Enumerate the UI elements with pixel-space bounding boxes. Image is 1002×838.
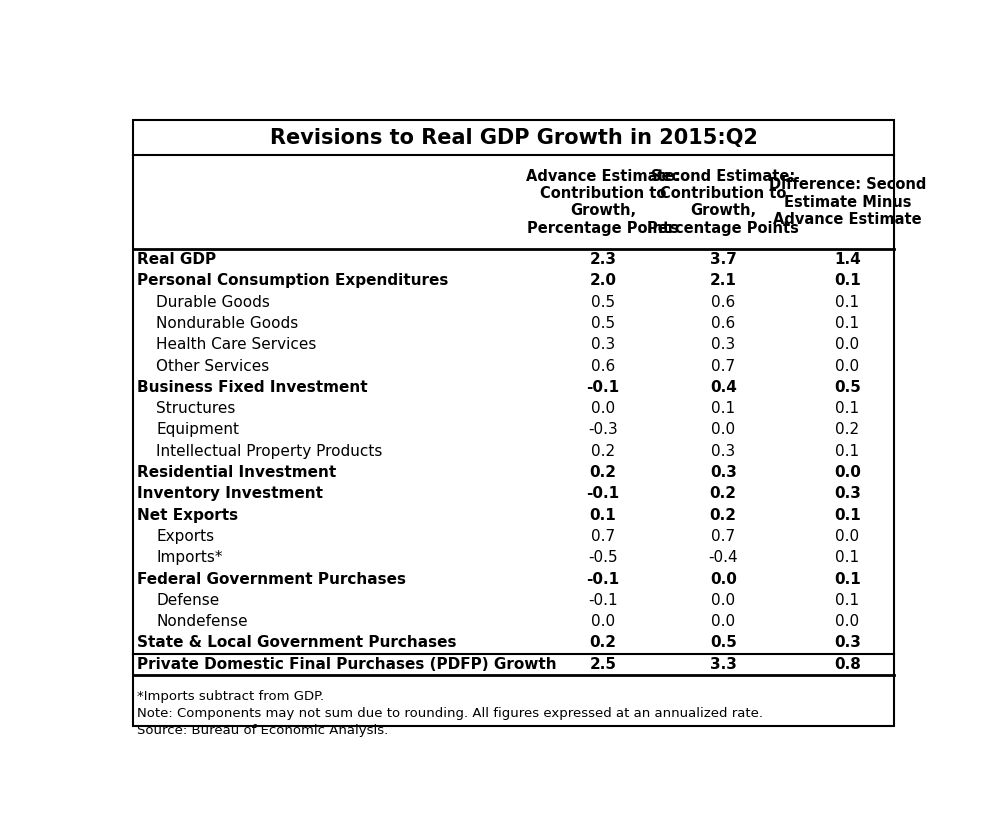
Text: Intellectual Property Products: Intellectual Property Products xyxy=(156,444,383,458)
Text: 0.0: 0.0 xyxy=(709,572,736,587)
Text: 0.0: 0.0 xyxy=(591,401,615,416)
Text: 0.1: 0.1 xyxy=(834,572,861,587)
Text: 0.2: 0.2 xyxy=(709,508,736,523)
Text: 0.1: 0.1 xyxy=(834,273,861,288)
Text: -0.1: -0.1 xyxy=(586,572,619,587)
Text: 0.2: 0.2 xyxy=(709,486,736,501)
Text: 0.8: 0.8 xyxy=(834,657,861,672)
Text: Defense: Defense xyxy=(156,592,219,608)
Text: 2.0: 2.0 xyxy=(589,273,616,288)
Text: 0.6: 0.6 xyxy=(711,295,735,310)
Text: 0.1: 0.1 xyxy=(589,508,616,523)
Text: 0.2: 0.2 xyxy=(589,465,616,480)
Text: 0.3: 0.3 xyxy=(711,337,735,352)
Text: 1.4: 1.4 xyxy=(834,252,861,267)
Text: Difference: Second
Estimate Minus
Advance Estimate: Difference: Second Estimate Minus Advanc… xyxy=(769,178,926,227)
Text: -0.1: -0.1 xyxy=(586,486,619,501)
Text: 2.5: 2.5 xyxy=(589,657,616,672)
Text: *Imports subtract from GDP.: *Imports subtract from GDP. xyxy=(137,691,324,703)
Text: Exports: Exports xyxy=(156,529,214,544)
Text: 0.1: 0.1 xyxy=(836,444,860,458)
Text: 0.2: 0.2 xyxy=(591,444,615,458)
Text: 2.1: 2.1 xyxy=(709,273,736,288)
Text: Real GDP: Real GDP xyxy=(137,252,216,267)
Text: Net Exports: Net Exports xyxy=(137,508,238,523)
Text: Second Estimate:
Contribution to
Growth,
Percentage Points: Second Estimate: Contribution to Growth,… xyxy=(647,168,800,235)
Text: 0.0: 0.0 xyxy=(836,529,860,544)
Text: Note: Components may not sum due to rounding. All figures expressed at an annual: Note: Components may not sum due to roun… xyxy=(137,707,763,720)
Text: 0.1: 0.1 xyxy=(836,551,860,565)
Text: Other Services: Other Services xyxy=(156,359,270,374)
Text: Source: Bureau of Economic Analysis.: Source: Bureau of Economic Analysis. xyxy=(137,724,388,737)
Text: 0.0: 0.0 xyxy=(836,359,860,374)
Text: 0.4: 0.4 xyxy=(709,380,736,395)
Text: Advance Estimate:
Contribution to
Growth,
Percentage Points: Advance Estimate: Contribution to Growth… xyxy=(526,168,680,235)
Text: 2.3: 2.3 xyxy=(589,252,616,267)
Text: Residential Investment: Residential Investment xyxy=(137,465,336,480)
Text: Personal Consumption Expenditures: Personal Consumption Expenditures xyxy=(137,273,448,288)
Text: 0.5: 0.5 xyxy=(834,380,861,395)
Text: 0.0: 0.0 xyxy=(836,614,860,629)
Text: 0.0: 0.0 xyxy=(836,337,860,352)
Text: 0.1: 0.1 xyxy=(711,401,735,416)
Text: 0.0: 0.0 xyxy=(591,614,615,629)
Text: Health Care Services: Health Care Services xyxy=(156,337,317,352)
Text: 0.1: 0.1 xyxy=(834,508,861,523)
Text: -0.3: -0.3 xyxy=(588,422,617,437)
Text: 0.0: 0.0 xyxy=(834,465,861,480)
Text: 0.1: 0.1 xyxy=(836,592,860,608)
Text: Business Fixed Investment: Business Fixed Investment xyxy=(137,380,368,395)
Text: 3.3: 3.3 xyxy=(709,657,736,672)
Text: 0.0: 0.0 xyxy=(711,422,735,437)
Text: -0.1: -0.1 xyxy=(588,592,617,608)
Text: 0.1: 0.1 xyxy=(836,316,860,331)
Text: 3.7: 3.7 xyxy=(709,252,736,267)
Text: 0.0: 0.0 xyxy=(711,614,735,629)
Text: 0.1: 0.1 xyxy=(836,295,860,310)
Text: -0.4: -0.4 xyxy=(708,551,738,565)
Text: Private Domestic Final Purchases (PDFP) Growth: Private Domestic Final Purchases (PDFP) … xyxy=(137,657,556,672)
Text: Imports*: Imports* xyxy=(156,551,222,565)
Text: Inventory Investment: Inventory Investment xyxy=(137,486,323,501)
Text: 0.6: 0.6 xyxy=(591,359,615,374)
Text: Durable Goods: Durable Goods xyxy=(156,295,271,310)
Text: 0.7: 0.7 xyxy=(711,529,735,544)
Text: 0.0: 0.0 xyxy=(711,592,735,608)
Text: 0.6: 0.6 xyxy=(711,316,735,331)
Text: 0.3: 0.3 xyxy=(711,444,735,458)
Text: 0.3: 0.3 xyxy=(591,337,615,352)
Text: 0.2: 0.2 xyxy=(589,635,616,650)
Text: 0.7: 0.7 xyxy=(711,359,735,374)
Text: 0.1: 0.1 xyxy=(836,401,860,416)
Text: -0.1: -0.1 xyxy=(586,380,619,395)
Text: 0.5: 0.5 xyxy=(591,295,615,310)
Text: 0.5: 0.5 xyxy=(591,316,615,331)
Text: 0.2: 0.2 xyxy=(836,422,860,437)
Text: 0.3: 0.3 xyxy=(834,486,861,501)
Text: 0.7: 0.7 xyxy=(591,529,615,544)
Text: Structures: Structures xyxy=(156,401,235,416)
Text: Nondurable Goods: Nondurable Goods xyxy=(156,316,299,331)
Text: 0.5: 0.5 xyxy=(709,635,736,650)
Text: State & Local Government Purchases: State & Local Government Purchases xyxy=(137,635,456,650)
Text: Nondefense: Nondefense xyxy=(156,614,247,629)
Text: -0.5: -0.5 xyxy=(588,551,617,565)
Text: Federal Government Purchases: Federal Government Purchases xyxy=(137,572,406,587)
Text: 0.3: 0.3 xyxy=(834,635,861,650)
Text: Equipment: Equipment xyxy=(156,422,239,437)
Text: Revisions to Real GDP Growth in 2015:Q2: Revisions to Real GDP Growth in 2015:Q2 xyxy=(270,127,758,147)
Text: 0.3: 0.3 xyxy=(709,465,736,480)
